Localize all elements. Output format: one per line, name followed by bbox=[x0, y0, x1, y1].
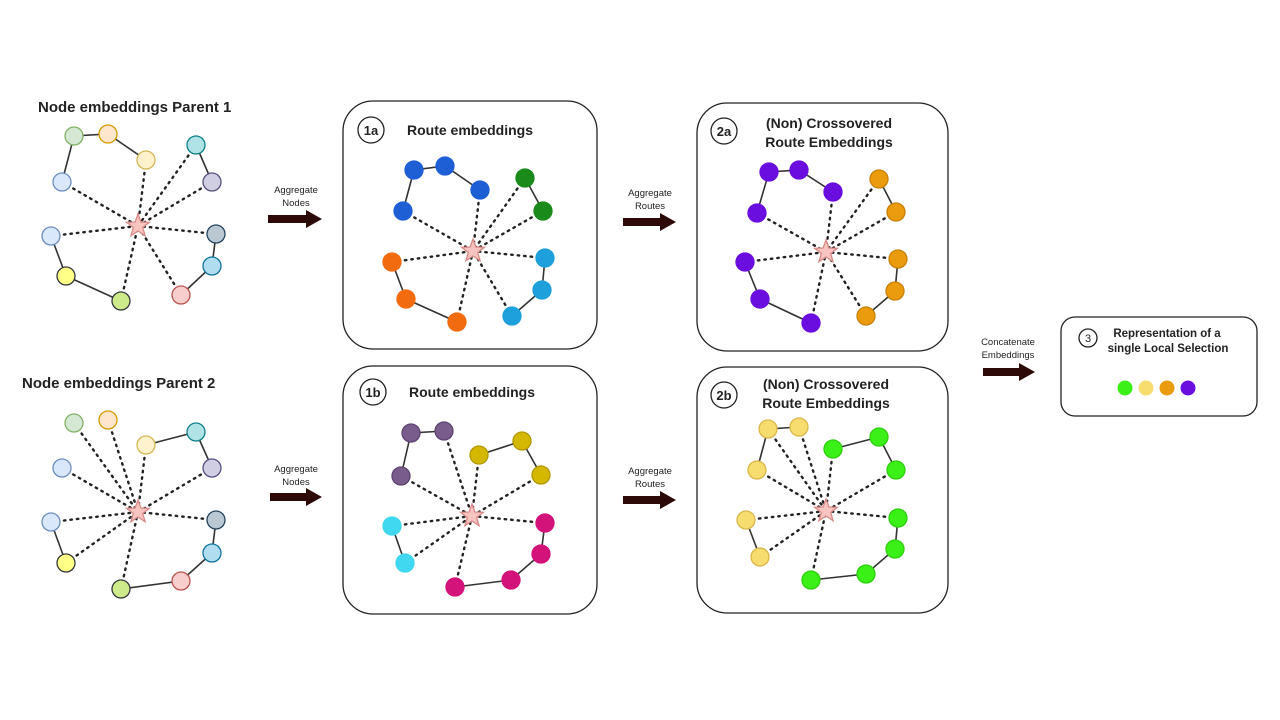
depot-star-icon bbox=[124, 212, 152, 238]
depot-star-icon bbox=[812, 238, 840, 264]
route-embeddings-box-1b: 1b Route embeddings bbox=[342, 365, 598, 615]
arrow-label: Aggregate bbox=[274, 464, 318, 475]
box-title-line1: (Non) Crossovered bbox=[763, 376, 889, 392]
arrow-label: Aggregate bbox=[274, 185, 318, 196]
crossovered-routes-box-2a: 2a (Non) Crossovered Route Embeddings bbox=[696, 102, 949, 352]
badge-label: 3 bbox=[1085, 333, 1091, 345]
arrow-label: Aggregate bbox=[628, 466, 672, 477]
representation-box: 3 Representation of a single Local Selec… bbox=[1060, 316, 1258, 417]
representation-nodes bbox=[1117, 380, 1196, 396]
depot-star-icon bbox=[124, 498, 152, 524]
badge-label: 2a bbox=[717, 124, 732, 139]
route-embeddings-box-1a: 1a Route embeddings bbox=[342, 100, 598, 350]
arrow-label: Nodes bbox=[282, 198, 310, 209]
concatenate-arrow: Concatenate Embeddings bbox=[981, 337, 1035, 381]
arrow-label: Routes bbox=[635, 479, 665, 490]
box-title-line2: Route Embeddings bbox=[762, 395, 890, 411]
arrow-label: Concatenate bbox=[981, 337, 1035, 348]
depot-star-icon bbox=[459, 237, 487, 263]
arrow-label: Nodes bbox=[282, 477, 310, 488]
step-badge-3 bbox=[1078, 328, 1098, 348]
representation-node bbox=[1159, 380, 1175, 396]
badge-label: 2b bbox=[716, 388, 731, 403]
crossovered-routes-box-2b: 2b (Non) Crossovered Route Embeddings bbox=[696, 366, 949, 614]
box-title: Route embeddings bbox=[407, 122, 533, 138]
badge-label: 1b bbox=[365, 385, 380, 400]
representation-node bbox=[1180, 380, 1196, 396]
step-badge-2b bbox=[710, 381, 738, 409]
aggregate-routes-arrow-top: Aggregate Routes bbox=[623, 188, 676, 231]
step-badge-1a bbox=[357, 116, 385, 144]
box-title-line1: (Non) Crossovered bbox=[766, 115, 892, 131]
representation-node bbox=[1138, 380, 1154, 396]
badge-label: 1a bbox=[364, 123, 379, 138]
box-title: Route embeddings bbox=[409, 384, 535, 400]
depot-star-icon bbox=[458, 502, 486, 528]
arrow-label: Routes bbox=[635, 201, 665, 212]
aggregate-nodes-arrow-bottom: Aggregate Nodes bbox=[270, 464, 322, 506]
parent1-title: Node embeddings Parent 1 bbox=[38, 99, 231, 116]
aggregate-routes-arrow-bottom: Aggregate Routes bbox=[623, 466, 676, 509]
arrow-label: Aggregate bbox=[628, 188, 672, 199]
step-badge-1b bbox=[359, 378, 387, 406]
arrow-label: Embeddings bbox=[982, 350, 1035, 361]
rep-title-line2: single Local Selection bbox=[1108, 343, 1229, 355]
parent2-title: Node embeddings Parent 2 bbox=[22, 375, 215, 392]
box-title-line2: Route Embeddings bbox=[765, 134, 893, 150]
aggregate-nodes-arrow-top: Aggregate Nodes bbox=[268, 185, 322, 228]
rep-title-line1: Representation of a bbox=[1113, 328, 1221, 340]
representation-node bbox=[1117, 380, 1133, 396]
step-badge-2a bbox=[710, 117, 738, 145]
parent2-graph: Node embeddings Parent 2 bbox=[22, 375, 226, 599]
depot-star-icon bbox=[812, 497, 840, 523]
parent1-graph: Node embeddings Parent 1 bbox=[38, 99, 231, 311]
